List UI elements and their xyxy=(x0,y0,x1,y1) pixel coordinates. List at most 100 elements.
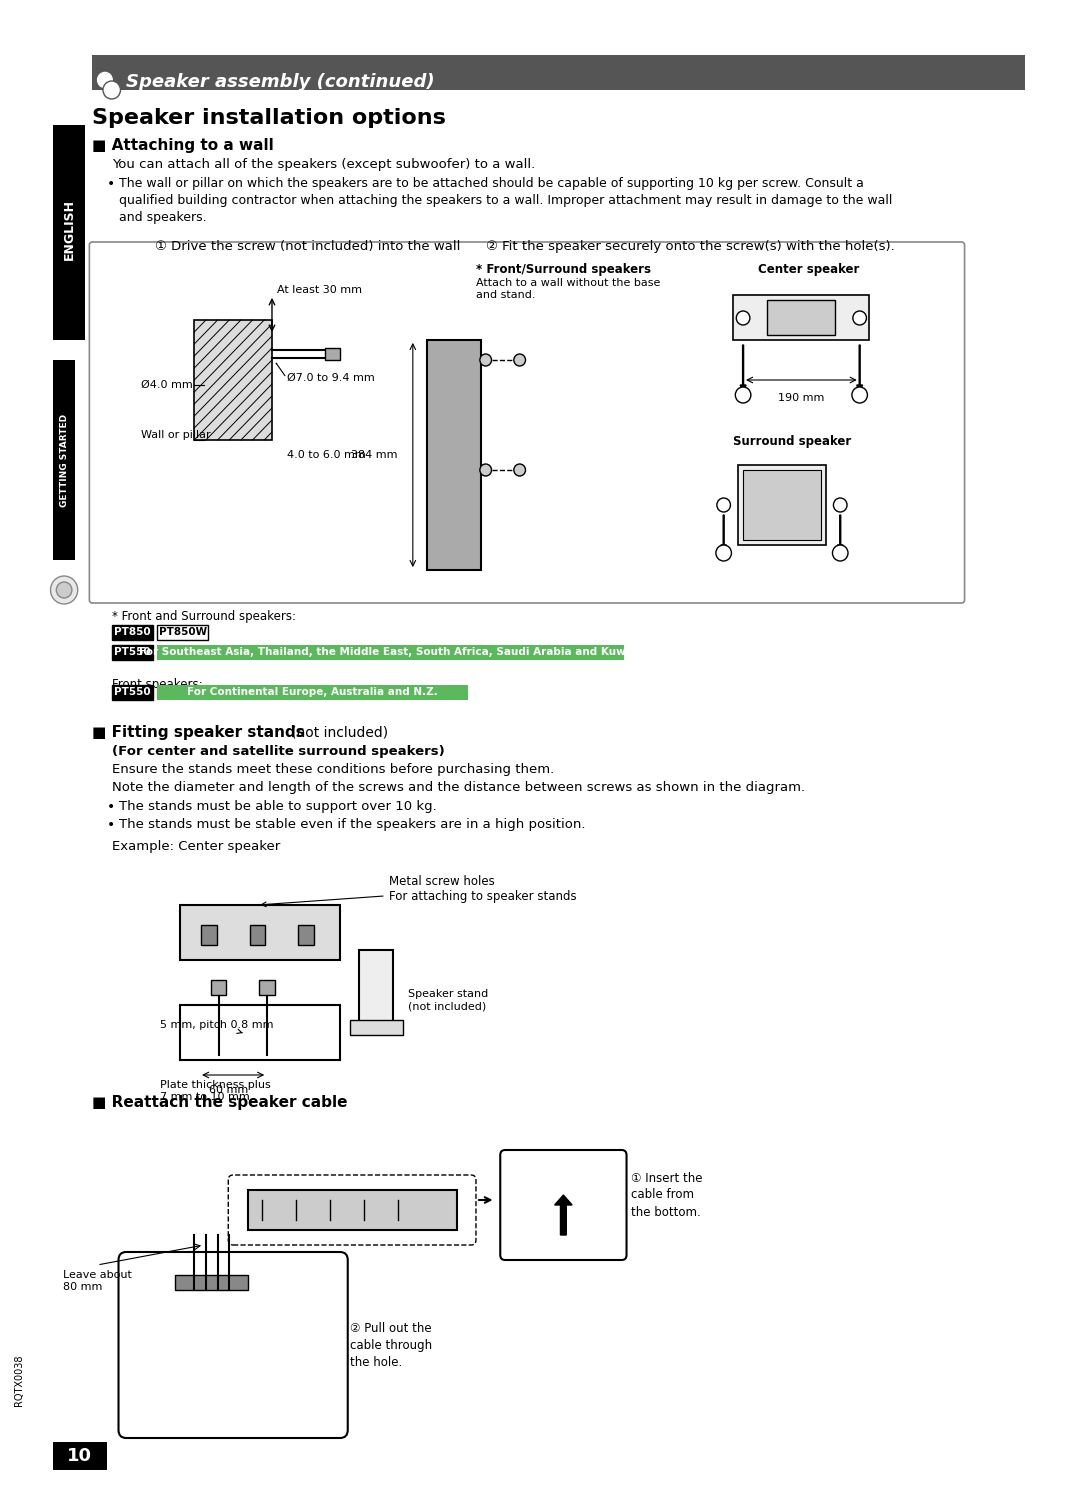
Circle shape xyxy=(834,498,847,511)
Text: ① Drive the screw (not included) into the wall: ① Drive the screw (not included) into th… xyxy=(156,240,461,253)
Bar xyxy=(211,980,227,994)
Circle shape xyxy=(514,464,526,476)
Bar xyxy=(179,905,340,960)
Bar xyxy=(247,1190,457,1230)
Bar xyxy=(739,465,826,546)
Text: Note the diameter and length of the screws and the distance between screws as sh: Note the diameter and length of the scre… xyxy=(111,781,805,795)
Text: Metal screw holes
For attaching to speaker stands: Metal screw holes For attaching to speak… xyxy=(261,875,576,907)
Bar xyxy=(743,470,821,540)
Bar xyxy=(158,625,207,640)
Text: 4.0 to 6.0 mm: 4.0 to 6.0 mm xyxy=(286,450,365,461)
Text: (For center and satellite surround speakers): (For center and satellite surround speak… xyxy=(111,746,445,757)
Circle shape xyxy=(717,498,730,511)
Bar xyxy=(360,950,393,1030)
Text: Wall or pillar: Wall or pillar xyxy=(140,429,211,440)
Text: Ensure the stands meet these conditions before purchasing them.: Ensure the stands meet these conditions … xyxy=(111,763,554,775)
Text: Attach to a wall without the base
and stand.: Attach to a wall without the base and st… xyxy=(476,277,660,300)
Circle shape xyxy=(96,72,113,89)
Bar xyxy=(733,295,869,340)
Bar xyxy=(350,1020,403,1035)
Text: ■ Reattach the speaker cable: ■ Reattach the speaker cable xyxy=(92,1094,348,1109)
Bar xyxy=(53,1442,107,1470)
Text: ■ Fitting speaker stands: ■ Fitting speaker stands xyxy=(92,725,305,740)
Text: (not included): (not included) xyxy=(292,725,389,740)
Text: Speaker stand
(not included): Speaker stand (not included) xyxy=(408,989,488,1011)
Bar xyxy=(111,684,153,699)
Text: Plate thickness plus
7 mm to 10 mm: Plate thickness plus 7 mm to 10 mm xyxy=(160,1079,271,1102)
Text: PT550: PT550 xyxy=(113,647,150,658)
Text: •: • xyxy=(107,801,116,814)
FancyArrow shape xyxy=(555,1194,572,1235)
Bar xyxy=(194,321,272,440)
Text: •: • xyxy=(107,177,116,191)
Bar xyxy=(53,125,84,340)
Text: 10: 10 xyxy=(67,1446,92,1466)
Circle shape xyxy=(833,546,848,561)
FancyBboxPatch shape xyxy=(119,1252,348,1437)
Bar xyxy=(158,684,469,699)
Text: ① Insert the
cable from
the bottom.: ① Insert the cable from the bottom. xyxy=(632,1172,703,1218)
Bar xyxy=(53,359,75,561)
Circle shape xyxy=(51,576,78,604)
Circle shape xyxy=(852,388,867,403)
Bar xyxy=(259,980,275,994)
Circle shape xyxy=(480,464,491,476)
Circle shape xyxy=(514,353,526,365)
Text: •: • xyxy=(107,819,116,832)
FancyArrow shape xyxy=(856,344,863,394)
Circle shape xyxy=(480,353,491,365)
Text: 5 mm, pitch 0.8 mm: 5 mm, pitch 0.8 mm xyxy=(160,1020,273,1033)
Text: * Front and Surround speakers:: * Front and Surround speakers: xyxy=(111,610,296,623)
Text: You can attach all of the speakers (except subwoofer) to a wall.: You can attach all of the speakers (exce… xyxy=(111,158,535,171)
FancyArrowPatch shape xyxy=(276,364,285,376)
Text: Front speakers:: Front speakers: xyxy=(111,678,202,690)
Text: Leave about
80 mm: Leave about 80 mm xyxy=(63,1270,132,1293)
Text: 384 mm: 384 mm xyxy=(351,450,397,461)
Text: PT550: PT550 xyxy=(113,687,150,696)
Text: Center speaker: Center speaker xyxy=(758,262,859,276)
Text: Speaker assembly (continued): Speaker assembly (continued) xyxy=(126,73,435,91)
Circle shape xyxy=(103,81,121,98)
Circle shape xyxy=(853,312,866,325)
Text: 190 mm: 190 mm xyxy=(779,394,824,403)
FancyBboxPatch shape xyxy=(228,1175,476,1245)
Text: Speaker installation options: Speaker installation options xyxy=(92,107,446,128)
Text: ■ Attaching to a wall: ■ Attaching to a wall xyxy=(92,139,274,154)
Circle shape xyxy=(56,581,72,598)
Text: RQTX0038: RQTX0038 xyxy=(14,1354,25,1406)
Bar xyxy=(201,924,217,945)
Text: Surround speaker: Surround speaker xyxy=(733,435,852,447)
Text: Ø7.0 to 9.4 mm: Ø7.0 to 9.4 mm xyxy=(286,373,375,383)
Text: GETTING STARTED: GETTING STARTED xyxy=(59,413,69,507)
Circle shape xyxy=(737,312,750,325)
Text: Example: Center speaker: Example: Center speaker xyxy=(111,839,280,853)
Bar xyxy=(325,347,340,359)
Bar xyxy=(111,646,153,661)
Bar xyxy=(249,924,266,945)
Text: PT850: PT850 xyxy=(113,628,150,637)
Bar xyxy=(111,625,153,640)
FancyArrow shape xyxy=(837,514,843,552)
FancyArrow shape xyxy=(740,344,746,394)
Text: The stands must be stable even if the speakers are in a high position.: The stands must be stable even if the sp… xyxy=(119,819,585,830)
Text: PT850W: PT850W xyxy=(159,628,206,637)
FancyBboxPatch shape xyxy=(90,242,964,602)
Bar xyxy=(428,340,481,570)
Text: * Front/Surround speakers: * Front/Surround speakers xyxy=(476,262,651,276)
Text: ② Fit the speaker securely onto the screw(s) with the hole(s).: ② Fit the speaker securely onto the scre… xyxy=(486,240,894,253)
Circle shape xyxy=(716,546,731,561)
Text: 60 mm: 60 mm xyxy=(208,1085,248,1094)
Text: The stands must be able to support over 10 kg.: The stands must be able to support over … xyxy=(119,801,436,813)
Text: For Southeast Asia, Thailand, the Middle East, South Africa, Saudi Arabia and Ku: For Southeast Asia, Thailand, the Middle… xyxy=(139,647,642,658)
Text: ENGLISH: ENGLISH xyxy=(63,200,76,261)
Text: The wall or pillar on which the speakers are to be attached should be capable of: The wall or pillar on which the speakers… xyxy=(119,177,892,224)
FancyBboxPatch shape xyxy=(500,1150,626,1260)
Text: ② Pull out the
cable through
the hole.: ② Pull out the cable through the hole. xyxy=(350,1321,432,1369)
FancyBboxPatch shape xyxy=(92,55,1025,89)
FancyArrow shape xyxy=(720,514,727,552)
Text: At least 30 mm: At least 30 mm xyxy=(276,285,362,295)
Circle shape xyxy=(735,388,751,403)
Bar xyxy=(768,300,835,335)
Bar xyxy=(179,1005,340,1060)
Text: Ø4.0 mm: Ø4.0 mm xyxy=(140,380,192,391)
